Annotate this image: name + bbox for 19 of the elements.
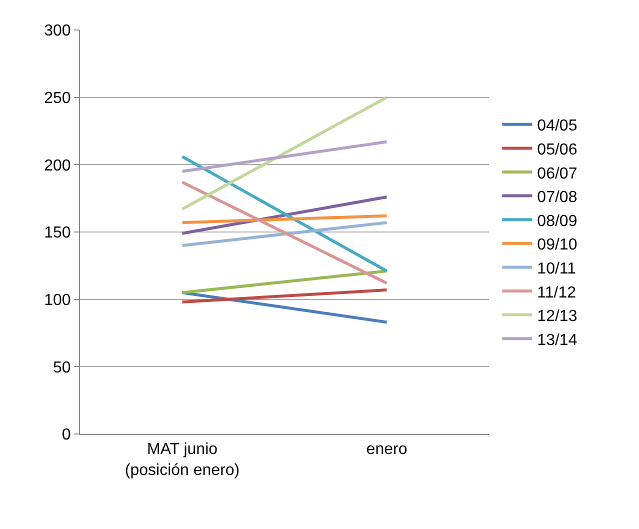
legend-label: 11/12 [537, 284, 576, 302]
legend-label: 10/11 [537, 260, 576, 278]
legend-label: 05/06 [537, 141, 578, 158]
legend-label: 07/08 [537, 189, 578, 206]
legend-label: 08/09 [537, 212, 578, 230]
legend-label: 04/05 [537, 118, 578, 135]
y-tick-label: 100 [44, 292, 71, 309]
legend-label: 06/07 [537, 165, 578, 182]
x-tick-label: MAT junio (posición enero) [124, 441, 240, 479]
y-tick-label: 0 [62, 426, 71, 444]
y-tick-label: 200 [44, 157, 71, 174]
y-tick-label: 50 [53, 359, 71, 376]
legend-label: 12/13 [537, 308, 578, 326]
legend-label: 13/14 [537, 332, 578, 349]
x-tick-label: enero [366, 441, 408, 458]
y-tick-label: 150 [44, 224, 71, 242]
legend-label: 09/10 [537, 236, 578, 254]
y-tick-label: 250 [44, 90, 71, 107]
y-tick-label: 300 [44, 22, 71, 40]
